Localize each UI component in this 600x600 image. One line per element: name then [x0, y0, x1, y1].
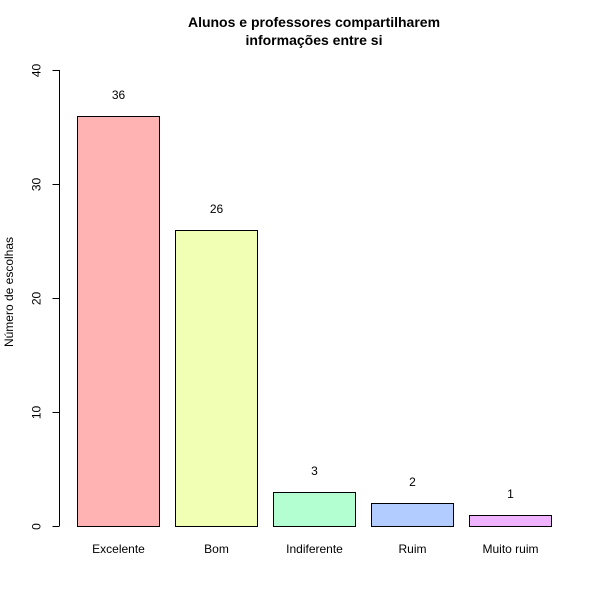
bars-group	[77, 116, 552, 527]
x-tick-label: Indiferente	[286, 542, 343, 556]
y-axis-label: Número de escolhas	[2, 237, 16, 347]
y-tick-label: 30	[30, 178, 44, 192]
bar	[175, 230, 258, 527]
data-label: 36	[112, 88, 126, 102]
x-axis-labels: Excelente Bom Indiferente Ruim Muito ruim	[92, 542, 538, 556]
y-tick-label: 20	[30, 292, 44, 306]
y-tick-label: 40	[30, 64, 44, 78]
chart-title-line-1: Alunos e professores compartilharem	[188, 14, 440, 30]
bar	[273, 492, 356, 527]
x-tick-label: Muito ruim	[482, 542, 538, 556]
x-tick-label: Ruim	[398, 542, 426, 556]
bar	[469, 515, 552, 527]
data-labels-group: 36 26 3 2 1	[112, 88, 514, 501]
y-tick-label: 0	[30, 523, 44, 530]
data-label: 3	[311, 464, 318, 478]
y-axis-ticks: 0 10 20 30 40	[30, 64, 60, 530]
x-tick-label: Excelente	[92, 542, 145, 556]
data-label: 1	[507, 487, 514, 501]
chart-title-line-2: informações entre si	[246, 32, 383, 48]
y-tick-label: 10	[30, 406, 44, 420]
data-label: 2	[409, 475, 416, 489]
data-label: 26	[210, 202, 224, 216]
bar	[77, 116, 160, 527]
x-tick-label: Bom	[204, 542, 229, 556]
bar	[371, 503, 454, 527]
